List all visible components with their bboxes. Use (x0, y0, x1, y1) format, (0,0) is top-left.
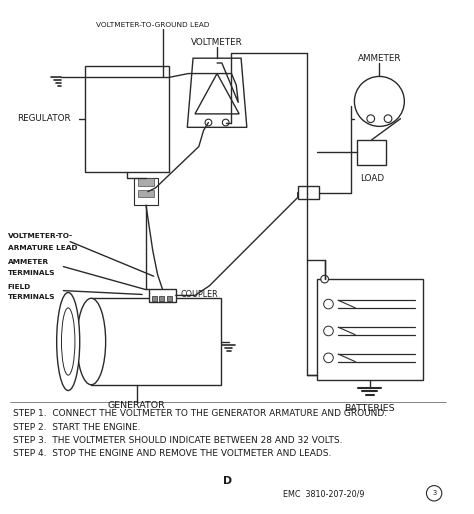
Bar (149, 289, 176, 302)
Text: 3: 3 (432, 490, 436, 497)
Text: STEP 1.  CONNECT THE VOLTMETER TO THE GENERATOR ARMATURE AND GROUND.: STEP 1. CONNECT THE VOLTMETER TO THE GEN… (13, 409, 388, 418)
Circle shape (324, 299, 333, 309)
Circle shape (427, 486, 442, 501)
Text: LOAD: LOAD (360, 174, 384, 183)
Circle shape (321, 276, 328, 283)
Circle shape (205, 119, 212, 126)
Circle shape (222, 119, 229, 126)
Text: VOLTMETER-TO-GROUND LEAD: VOLTMETER-TO-GROUND LEAD (96, 22, 210, 28)
Text: AMMETER: AMMETER (358, 53, 401, 63)
Text: D: D (223, 476, 232, 486)
Bar (159, 297, 164, 301)
Text: AMMETER: AMMETER (8, 259, 49, 265)
Polygon shape (187, 58, 247, 127)
Text: FIELD: FIELD (8, 284, 31, 290)
Text: TERMINALS: TERMINALS (8, 295, 55, 300)
Text: VOLTMETER: VOLTMETER (191, 39, 243, 47)
Bar (298, 186, 319, 199)
Text: VOLTMETER-TO-: VOLTMETER-TO- (8, 233, 73, 239)
Circle shape (367, 115, 374, 122)
Circle shape (324, 326, 333, 336)
Circle shape (324, 353, 333, 363)
Bar (135, 178, 157, 205)
Circle shape (384, 115, 392, 122)
Text: ARMATURE LEAD: ARMATURE LEAD (8, 245, 77, 251)
Text: STEP 3.  THE VOLTMETER SHOULD INDICATE BETWEEN 28 AND 32 VOLTS.: STEP 3. THE VOLTMETER SHOULD INDICATE BE… (13, 436, 343, 445)
Circle shape (355, 77, 404, 126)
Text: BATTERIES: BATTERIES (345, 404, 395, 413)
Bar (84, 66, 169, 172)
Text: COUPLER: COUPLER (181, 290, 218, 299)
Bar (138, 178, 154, 186)
Polygon shape (195, 74, 239, 114)
Bar (138, 190, 154, 197)
Bar (167, 297, 172, 301)
Text: EMC  3810-207-20/9: EMC 3810-207-20/9 (283, 490, 365, 499)
Bar (91, 298, 221, 385)
Bar (357, 140, 386, 165)
Text: REGULATOR: REGULATOR (17, 114, 71, 123)
Text: GENERATOR: GENERATOR (108, 401, 166, 410)
Bar (317, 279, 423, 380)
Text: STEP 2.  START THE ENGINE.: STEP 2. START THE ENGINE. (13, 423, 141, 431)
Text: STEP 4.  STOP THE ENGINE AND REMOVE THE VOLTMETER AND LEADS.: STEP 4. STOP THE ENGINE AND REMOVE THE V… (13, 449, 332, 458)
Ellipse shape (57, 292, 80, 391)
Ellipse shape (77, 298, 106, 385)
Text: TERMINALS: TERMINALS (8, 270, 55, 277)
Bar (152, 297, 156, 301)
